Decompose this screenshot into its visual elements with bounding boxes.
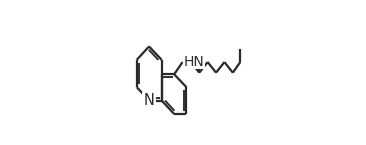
Text: N: N [143,93,154,108]
Text: HN: HN [183,55,204,69]
